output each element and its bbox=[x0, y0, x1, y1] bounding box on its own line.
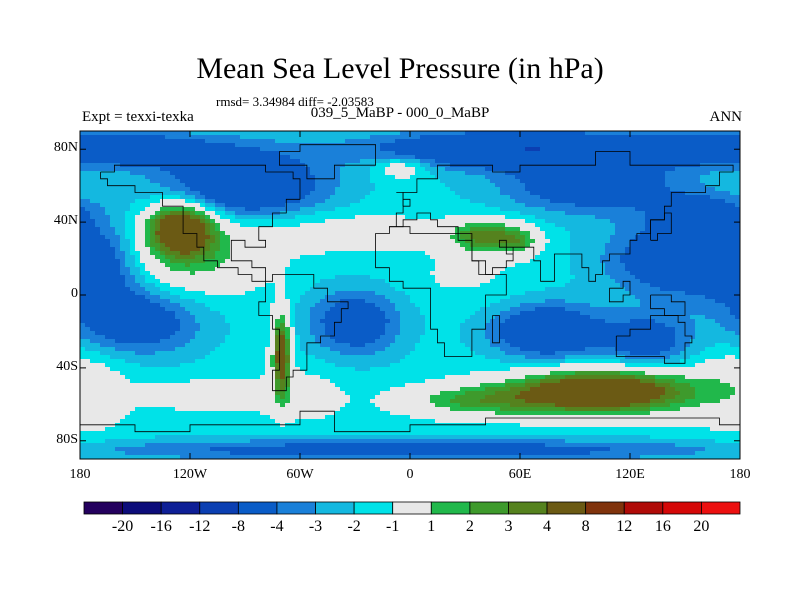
lon-tick-label: 180 bbox=[69, 467, 91, 482]
coastline-2 bbox=[278, 144, 377, 180]
colorbar-swatch bbox=[662, 501, 702, 515]
colorbar-swatch bbox=[276, 501, 316, 515]
colorbar-label: -4 bbox=[270, 518, 284, 535]
colorbar-swatch bbox=[160, 501, 201, 515]
coastline-outline bbox=[80, 144, 740, 433]
contour-field bbox=[80, 131, 741, 460]
coastline-0 bbox=[100, 164, 301, 282]
colorbar-label: -12 bbox=[189, 518, 211, 535]
lon-tick-label: 60W bbox=[286, 467, 314, 482]
colorbar-swatch bbox=[508, 501, 548, 515]
coastline-8 bbox=[650, 212, 672, 241]
colorbar-swatch bbox=[353, 501, 394, 515]
coastline-9 bbox=[609, 280, 631, 303]
lat-tick-label: 40S bbox=[56, 358, 78, 374]
lon-tick-label: 60E bbox=[508, 467, 532, 482]
lat-tick-label: 80S bbox=[56, 431, 78, 447]
colorbar-swatch bbox=[585, 501, 625, 515]
axis-ticks bbox=[79, 131, 741, 459]
colorbar-swatch bbox=[623, 501, 664, 515]
lat-tick-label: 0 bbox=[71, 286, 78, 301]
coastline-4 bbox=[375, 226, 507, 357]
coastline-5 bbox=[615, 315, 693, 364]
colorbar-label: -3 bbox=[308, 518, 323, 535]
lon-tick-label: 0 bbox=[406, 467, 414, 482]
colorbar-swatch bbox=[701, 501, 741, 515]
colorbar-swatch bbox=[430, 501, 471, 515]
coastline-6 bbox=[80, 410, 740, 433]
coastline-7 bbox=[492, 315, 500, 344]
colorbar-label: 16 bbox=[654, 518, 671, 535]
colorbar-label: 12 bbox=[616, 518, 633, 535]
colorbar-label: -2 bbox=[347, 518, 361, 535]
colorbar-label: 8 bbox=[581, 518, 590, 535]
colorbar-label: -8 bbox=[231, 518, 245, 535]
colorbar-label: 2 bbox=[465, 518, 474, 535]
colorbar-swatch bbox=[315, 501, 355, 515]
colorbar-label: -1 bbox=[386, 518, 400, 535]
colorbar-label: 3 bbox=[504, 518, 513, 535]
colorbar-swatch bbox=[469, 501, 509, 515]
subtitle: 039_5_MaBP - 000_0_MaBP bbox=[310, 105, 490, 121]
season-label: ANN bbox=[709, 109, 743, 125]
chart-title: Mean Sea Level Pressure (in hPa) bbox=[196, 52, 604, 85]
colorbar-swatch bbox=[83, 501, 123, 515]
colorbar bbox=[83, 501, 741, 515]
coastline-11 bbox=[650, 294, 686, 316]
colorbar-label: 20 bbox=[693, 518, 710, 535]
coastline-1 bbox=[258, 274, 349, 392]
experiment-label: Expt = texxi-texka bbox=[82, 109, 194, 125]
lat-tick-label: 80N bbox=[53, 140, 78, 156]
colorbar-swatch bbox=[122, 501, 162, 515]
colorbar-label: -20 bbox=[111, 518, 134, 535]
colorbar-swatch bbox=[546, 501, 587, 515]
colorbar-swatch bbox=[237, 501, 278, 515]
coastline-10 bbox=[396, 192, 411, 207]
lon-tick-label: 120E bbox=[615, 467, 645, 482]
colorbar-label: -16 bbox=[150, 518, 172, 535]
colorbar-label: 1 bbox=[427, 518, 436, 535]
colorbar-label: 4 bbox=[543, 518, 552, 535]
stats-readout: rmsd= 3.34984 diff= -2.03583 bbox=[216, 94, 374, 109]
lon-tick-label: 180 bbox=[729, 467, 751, 482]
colorbar-swatch bbox=[199, 501, 239, 515]
lon-tick-label: 120W bbox=[172, 467, 208, 482]
colorbar-swatch bbox=[392, 501, 432, 515]
lat-tick-label: 40N bbox=[53, 213, 78, 229]
